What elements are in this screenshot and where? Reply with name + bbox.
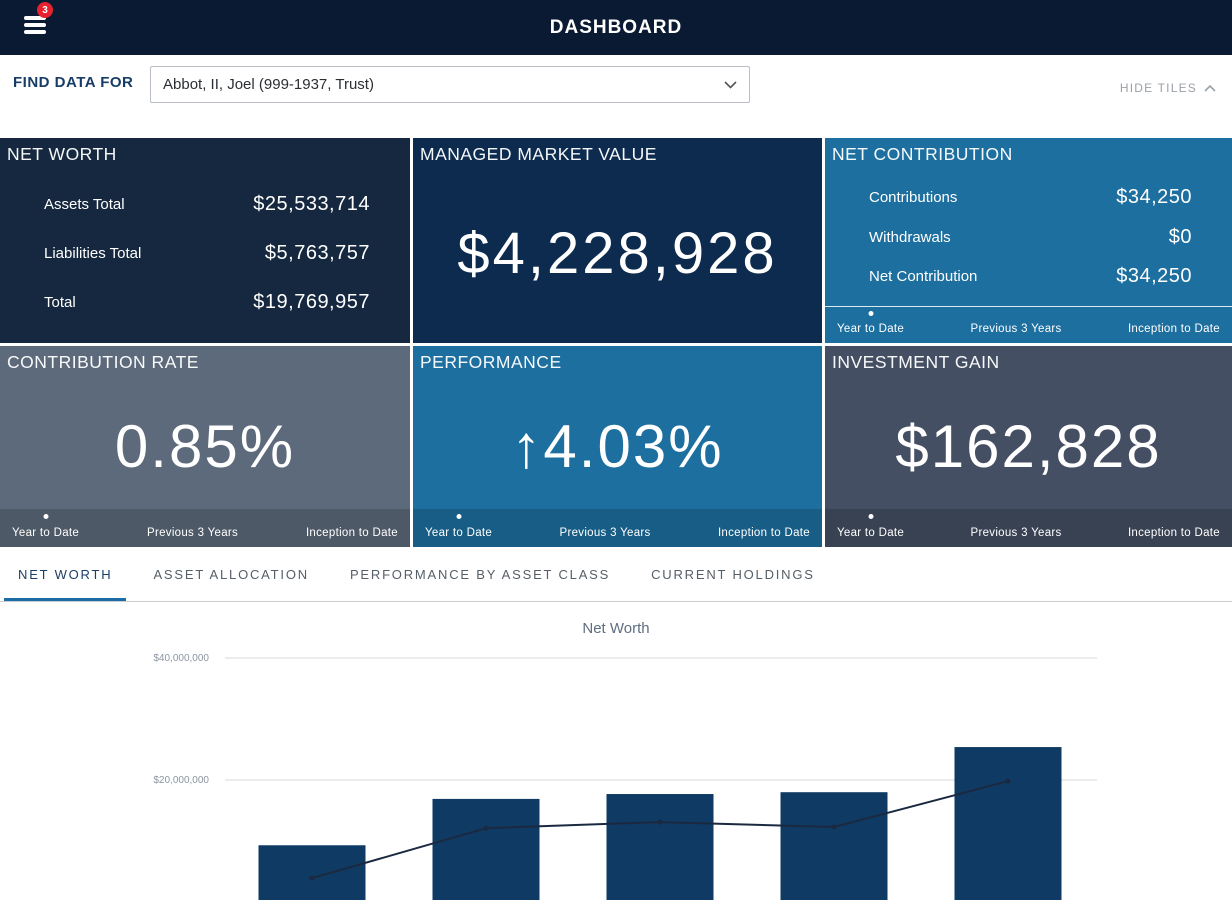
svg-text:$40,000,000: $40,000,000	[153, 653, 209, 664]
tile-title: MANAGED MARKET VALUE	[420, 144, 657, 165]
tab-net-worth[interactable]: NET WORTH	[4, 547, 126, 601]
tab-previous-3-years[interactable]: Previous 3 Years	[559, 527, 650, 539]
up-arrow-icon: ↑	[511, 413, 543, 480]
row-assets-total: Assets Total $25,533,714	[44, 180, 370, 229]
net-worth-rows: Assets Total $25,533,714 Liabilities Tot…	[44, 180, 370, 327]
tile-investment-gain: INVESTMENT GAIN $162,828 Year to Date Pr…	[825, 346, 1232, 547]
row-contributions: Contributions $34,250	[869, 178, 1192, 218]
tile-title: PERFORMANCE	[420, 352, 562, 373]
tile-contribution-rate: CONTRIBUTION RATE 0.85% Year to Date Pre…	[0, 346, 410, 547]
tile-performance: PERFORMANCE ↑4.03% Year to Date Previous…	[413, 346, 822, 547]
notification-badge: 3	[37, 2, 53, 18]
net-contribution-rows: Contributions $34,250 Withdrawals $0 Net…	[869, 178, 1192, 297]
tab-inception-to-date[interactable]: Inception to Date	[718, 527, 810, 539]
detail-tabs: NET WORTH ASSET ALLOCATION PERFORMANCE B…	[0, 547, 1232, 602]
tab-performance-by-asset-class[interactable]: PERFORMANCE BY ASSET CLASS	[336, 547, 624, 601]
row-total: Total $19,769,957	[44, 278, 370, 327]
period-tabs: Year to Date Previous 3 Years Inception …	[825, 509, 1232, 547]
investment-gain-value: $162,828	[825, 412, 1232, 481]
period-tabs: Year to Date Previous 3 Years Inception …	[413, 509, 822, 547]
tab-previous-3-years[interactable]: Previous 3 Years	[147, 527, 238, 539]
row-withdrawals: Withdrawals $0	[869, 218, 1192, 258]
hide-tiles-button[interactable]: HIDE TILES	[1120, 81, 1216, 95]
find-data-bar: FIND DATA FOR Abbot, II, Joel (999-1937,…	[0, 55, 1232, 138]
page-title: DASHBOARD	[550, 17, 683, 39]
tab-inception-to-date[interactable]: Inception to Date	[1128, 323, 1220, 335]
find-data-label: FIND DATA FOR	[13, 74, 133, 91]
period-tabs: Year to Date Previous 3 Years Inception …	[825, 306, 1232, 343]
managed-market-value: $4,228,928	[413, 220, 822, 287]
client-select-value: Abbot, II, Joel (999-1937, Trust)	[163, 76, 724, 93]
top-bar: 3 DASHBOARD	[0, 0, 1232, 55]
chevron-down-icon	[724, 81, 737, 89]
tile-title: NET WORTH	[7, 144, 117, 165]
tab-previous-3-years[interactable]: Previous 3 Years	[970, 323, 1061, 335]
period-tabs: Year to Date Previous 3 Years Inception …	[0, 509, 410, 547]
tab-year-to-date[interactable]: Year to Date	[837, 323, 904, 335]
tile-net-worth: NET WORTH Assets Total $25,533,714 Liabi…	[0, 138, 410, 343]
tab-asset-allocation[interactable]: ASSET ALLOCATION	[139, 547, 322, 601]
client-select[interactable]: Abbot, II, Joel (999-1937, Trust)	[150, 66, 750, 103]
tile-net-contribution: NET CONTRIBUTION Contributions $34,250 W…	[825, 138, 1232, 343]
tile-title: CONTRIBUTION RATE	[7, 352, 199, 373]
tab-year-to-date[interactable]: Year to Date	[12, 527, 79, 539]
hide-tiles-label: HIDE TILES	[1120, 81, 1197, 95]
tab-inception-to-date[interactable]: Inception to Date	[1128, 527, 1220, 539]
tab-inception-to-date[interactable]: Inception to Date	[306, 527, 398, 539]
tile-title: INVESTMENT GAIN	[832, 352, 1000, 373]
svg-text:$20,000,000: $20,000,000	[153, 775, 209, 786]
tab-year-to-date[interactable]: Year to Date	[425, 527, 492, 539]
net-worth-chart: $40,000,000 $20,000,000	[0, 602, 1232, 900]
contribution-rate-value: 0.85%	[0, 412, 410, 481]
row-liabilities-total: Liabilities Total $5,763,757	[44, 229, 370, 278]
performance-value: ↑4.03%	[413, 412, 822, 481]
chevron-up-icon	[1204, 85, 1216, 92]
net-worth-chart-panel: Net Worth $40,000,000$20,000,000	[0, 602, 1232, 900]
tab-current-holdings[interactable]: CURRENT HOLDINGS	[637, 547, 829, 601]
tab-previous-3-years[interactable]: Previous 3 Years	[970, 527, 1061, 539]
tile-title: NET CONTRIBUTION	[832, 144, 1013, 165]
tile-managed-market-value: MANAGED MARKET VALUE $4,228,928	[413, 138, 822, 343]
row-net-contribution: Net Contribution $34,250	[869, 257, 1192, 297]
summary-tiles: NET WORTH Assets Total $25,533,714 Liabi…	[0, 138, 1232, 547]
tab-year-to-date[interactable]: Year to Date	[837, 527, 904, 539]
menu-button[interactable]: 3	[24, 16, 46, 36]
